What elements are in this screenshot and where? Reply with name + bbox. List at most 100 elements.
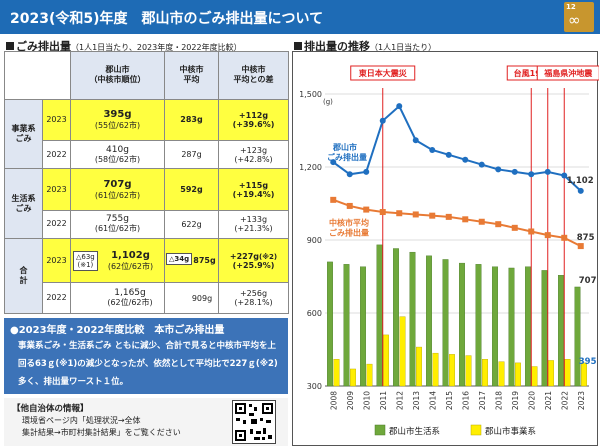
difference-value: +112g (+39.6%) <box>218 98 289 142</box>
year-cell: 2022 <box>42 282 71 314</box>
difference-value: +227g(※2) (+25.9%) <box>218 237 289 284</box>
waste-comparison-table: 郡山市 （中核市順位） 中核市 平均 中核市 平均との差 事業系 ごみ 2023 395… <box>4 51 289 315</box>
average-point <box>561 234 568 241</box>
other-info-line: 環境省ページ内「処理状況→全体 <box>22 416 141 425</box>
x-tick-label: 2020 <box>527 391 536 410</box>
koriyama-value: 755g (61位/62市) <box>70 209 165 239</box>
chart-svg: 1,500 1,200 900 600 300 (g) 2008 2009 2010 2011 20… <box>299 65 599 437</box>
koriyama-value: 707g (61位/62市) <box>70 168 165 211</box>
page-title: 2023(令和5)年度 郡山市のごみ排出量について <box>10 11 324 27</box>
emission-trend-chart: 1,500 1,200 900 600 300 (g) 2008 2009 2010 2011 20… <box>292 51 599 446</box>
header-blank <box>4 51 71 100</box>
y-tick-label: 600 <box>307 309 322 318</box>
koriyama-point <box>379 117 386 124</box>
household-bar <box>376 244 383 387</box>
average-point <box>478 218 485 225</box>
household-bar <box>393 248 399 387</box>
chart-section-title: 排出量の推移（1人1日当たり） <box>294 38 436 54</box>
koriyama-line-label: 郡山市 <box>332 142 357 152</box>
business-bar <box>399 316 406 387</box>
event-label: 福島県沖地震 <box>543 68 593 78</box>
average-end-label: 875 <box>577 233 595 243</box>
qr-code[interactable] <box>232 400 276 444</box>
average-value: 909g <box>164 282 219 314</box>
x-tick-label: 2021 <box>544 391 553 410</box>
x-tick-label: 2023 <box>577 391 586 410</box>
x-tick-label: 2011 <box>379 391 388 410</box>
qr-code-icon <box>235 403 273 441</box>
koriyama-point <box>363 168 370 175</box>
household-bar <box>409 251 416 387</box>
average-point <box>462 216 469 223</box>
x-tick-label: 2019 <box>511 391 520 410</box>
x-tick-label: 2010 <box>362 391 371 410</box>
business-bar <box>366 363 373 387</box>
business-bar <box>383 334 389 387</box>
x-tick-label: 2018 <box>494 391 503 410</box>
business-bar <box>482 359 488 387</box>
year-cell: 2023 <box>42 98 71 142</box>
delta-koriyama-callout: △63g (※1) <box>73 250 98 271</box>
table-section-subtitle: （1人1日当たり、2023年度・2022年度比較） <box>71 43 242 52</box>
business-bar <box>465 355 472 387</box>
business-bar <box>449 354 455 387</box>
household-bar <box>492 266 498 387</box>
koriyama-point <box>412 137 419 144</box>
x-tick-label: 2014 <box>428 391 437 410</box>
koriyama-point <box>495 166 502 173</box>
koriyama-point <box>577 187 584 194</box>
difference-value: +115g (+19.4%) <box>218 168 289 211</box>
average-point <box>528 228 535 235</box>
year-cell: 2023 <box>42 168 71 211</box>
koriyama-point <box>478 161 485 168</box>
average-value: △34g 875g <box>164 237 219 284</box>
business-bar <box>432 352 439 387</box>
average-value: 592g <box>164 168 219 211</box>
col-koriyama: 郡山市 （中核市順位） <box>70 51 165 100</box>
x-tick-label: 2009 <box>346 391 355 410</box>
other-info-box: 【他自治体の情報】 環境省ページ内「処理状況→全体 集計結果→市町村集計結果」を… <box>4 398 288 446</box>
event-label-box <box>536 65 599 81</box>
infinity-icon: ∞ <box>568 11 581 29</box>
koriyama-point <box>528 171 535 178</box>
difference-value: +133g (+21.3%) <box>218 209 289 239</box>
average-line <box>332 198 582 247</box>
koriyama-point <box>445 151 452 158</box>
koriyama-line-label: ごみ排出量 <box>327 152 367 162</box>
legend-swatch <box>374 424 386 436</box>
header-bar: 2023(令和5)年度 郡山市のごみ排出量について 12 ∞ <box>0 0 600 34</box>
x-tick-label: 2022 <box>560 391 569 410</box>
square-bullet-icon <box>294 42 302 50</box>
legend-label: 郡山市事業系 <box>485 426 536 437</box>
category-total: 合計 <box>4 237 43 315</box>
household-bar <box>508 267 515 387</box>
household-bar <box>525 266 531 387</box>
koriyama-end-label: 1,102 <box>567 176 594 186</box>
average-value: 283g <box>164 98 219 142</box>
average-point <box>495 221 502 228</box>
category-household: 生活系 ごみ <box>4 168 43 239</box>
average-point <box>429 212 436 219</box>
average-point <box>445 213 452 220</box>
table-row: 2022 755g (61位/62市) 622g +133g (+21.3%) <box>5 209 289 239</box>
koriyama-point <box>544 168 551 175</box>
koriyama-point <box>511 168 518 175</box>
table-header-row: 郡山市 （中核市順位） 中核市 平均 中核市 平均との差 <box>4 51 289 100</box>
average-point <box>577 243 584 250</box>
event-label: 東日本大震災 <box>359 68 408 78</box>
average-point <box>379 209 386 216</box>
average-value: 287g <box>164 140 219 170</box>
business-bar <box>515 362 521 387</box>
difference-value: +256g (+28.1%) <box>218 282 289 314</box>
average-point <box>330 196 337 203</box>
y-tick-label: 300 <box>307 382 322 391</box>
x-tick-label: 2013 <box>412 391 421 410</box>
household-bar <box>442 259 449 387</box>
y-tick-label: 900 <box>307 236 322 245</box>
business-bar <box>416 346 422 387</box>
koriyama-point <box>561 172 568 179</box>
household-bar <box>327 261 333 387</box>
koriyama-value: △63g (※1) 1,102g (62位/62市) <box>70 237 165 284</box>
table-row: 生活系 ごみ 2023 707g (61位/62市) 592g +115g (+19.… <box>4 168 289 239</box>
household-bar <box>459 262 465 387</box>
